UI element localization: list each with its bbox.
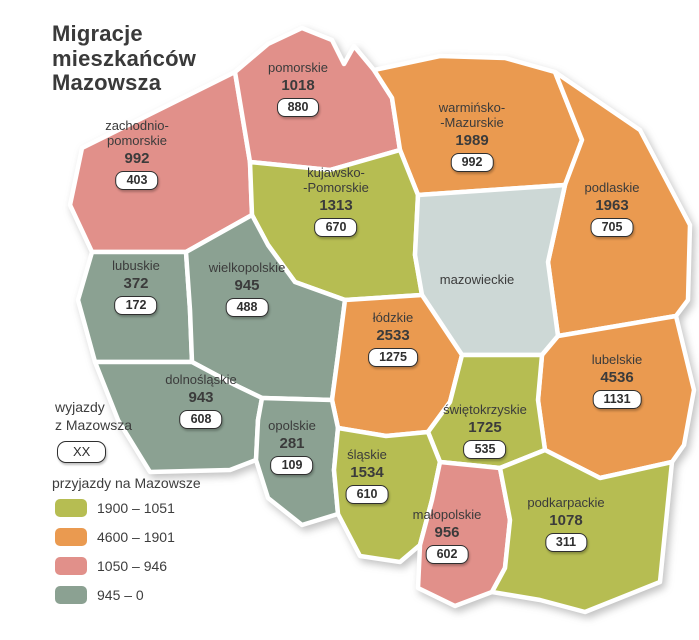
region-arrivals-value: 1989 [455, 132, 489, 149]
legend-item: 4600 – 1901 [55, 528, 201, 546]
region-departures-badge: 670 [314, 218, 358, 237]
region-label-slaskie: śląskie 1534 610 [345, 447, 389, 504]
region-departures-badge: 610 [345, 485, 389, 504]
region-arrivals-value: 372 [123, 275, 149, 292]
region-departures-badge: 608 [179, 410, 223, 429]
region-name: podlaskie [584, 180, 640, 195]
region-arrivals-value: 1313 [319, 197, 353, 214]
region-departures-badge: 488 [225, 298, 269, 317]
region-departures-badge: 535 [463, 440, 507, 459]
region-arrivals-value: 956 [434, 524, 460, 541]
legend-swatch-sage [55, 586, 87, 604]
legend-range-label: 1050 – 946 [97, 558, 168, 574]
region-arrivals-value: 4536 [600, 369, 634, 386]
legend-departures-label: wyjazdy z Mazowsza [55, 399, 133, 433]
region-departures-badge: 992 [450, 153, 494, 172]
page-title: Migracje mieszkańców Mazowsza [52, 21, 197, 96]
legend-item: 945 – 0 [55, 586, 201, 604]
region-departures-badge: 1131 [592, 390, 642, 409]
region-departures-badge: 705 [590, 218, 634, 237]
region-arrivals-value: 992 [124, 150, 150, 167]
region-name: łódzkie [372, 310, 414, 325]
legend-swatch-orange [55, 528, 87, 546]
region-name: opolskie [268, 418, 316, 433]
region-label-malopolskie: małopolskie 956 602 [412, 507, 482, 564]
legend-swatch-green [55, 499, 87, 517]
region-arrivals-value: 943 [188, 389, 214, 406]
region-departures-badge: 1275 [368, 348, 418, 367]
region-arrivals-value: 2533 [376, 327, 410, 344]
region-name: warmińsko- -Mazurskie [438, 100, 506, 130]
region-label-kujawsko-pomorskie: kujawsko- -Pomorskie 1313 670 [303, 165, 369, 237]
region-departures-badge: 880 [276, 98, 320, 117]
region-name: podkarpackie [527, 495, 605, 510]
region-departures-badge: 311 [544, 533, 588, 552]
region-label-mazowieckie: mazowieckie [440, 272, 514, 287]
region-name: lubuskie [112, 258, 160, 273]
region-label-wielkopolskie: wielkopolskie 945 488 [208, 260, 286, 317]
region-label-lodzkie: łódzkie 2533 1275 [368, 310, 418, 367]
region-name: śląskie [347, 447, 387, 462]
legend-arrivals-label: przyjazdy na Mazowsze [52, 475, 201, 491]
legend-range-label: 1900 – 1051 [97, 500, 175, 516]
region-label-dolnoslaskie: dolnośląskie 943 608 [165, 372, 237, 429]
region-label-warminsko-mazurskie: warmińsko- -Mazurskie 1989 992 [439, 100, 505, 172]
region-name: świętokrzyskie [443, 402, 527, 417]
legend-departures-example-pill: XX [57, 441, 107, 463]
region-name: małopolskie [412, 507, 482, 522]
region-arrivals-value: 1963 [595, 197, 629, 214]
legend-items: 1900 – 1051 4600 – 1901 1050 – 946 945 –… [55, 499, 201, 604]
legend-range-label: 4600 – 1901 [97, 529, 175, 545]
legend: wyjazdy z Mazowsza XX przyjazdy na Mazow… [52, 398, 201, 615]
legend-swatch-pink [55, 557, 87, 575]
region-label-opolskie: opolskie 281 109 [268, 418, 316, 475]
region-departures-badge: 403 [115, 171, 159, 190]
region-shape-podkarpackie [489, 447, 675, 615]
region-label-lubelskie: lubelskie 4536 1131 [591, 352, 643, 409]
region-departures-badge: 172 [114, 296, 158, 315]
legend-item: 1900 – 1051 [55, 499, 201, 517]
legend-range-label: 945 – 0 [97, 587, 144, 603]
region-name: wielkopolskie [208, 260, 286, 275]
region-label-zachodniopomorskie: zachodnio- pomorskie 992 403 [105, 118, 169, 190]
region-name: mazowieckie [439, 272, 515, 287]
region-arrivals-value: 945 [234, 277, 260, 294]
region-label-podkarpackie: podkarpackie 1078 311 [527, 495, 605, 552]
legend-item: 1050 – 946 [55, 557, 201, 575]
region-label-pomorskie: pomorskie 1018 880 [268, 60, 328, 117]
region-name: dolnośląskie [165, 372, 237, 387]
region-label-swietokrzyskie: świętokrzyskie 1725 535 [443, 402, 527, 459]
region-arrivals-value: 1725 [468, 419, 502, 436]
region-name: lubelskie [591, 352, 643, 367]
region-name: pomorskie [268, 60, 328, 75]
region-name: zachodnio- pomorskie [105, 118, 169, 148]
region-arrivals-value: 1078 [549, 512, 583, 529]
region-arrivals-value: 1534 [350, 464, 384, 481]
region-label-podlaskie: podlaskie 1963 705 [584, 180, 640, 237]
region-arrivals-value: 281 [279, 435, 305, 452]
region-arrivals-value: 1018 [281, 77, 315, 94]
region-departures-badge: 602 [425, 545, 469, 564]
region-label-lubuskie: lubuskie 372 172 [112, 258, 160, 315]
region-departures-badge: 109 [270, 456, 314, 475]
region-name: kujawsko- -Pomorskie [303, 165, 369, 195]
